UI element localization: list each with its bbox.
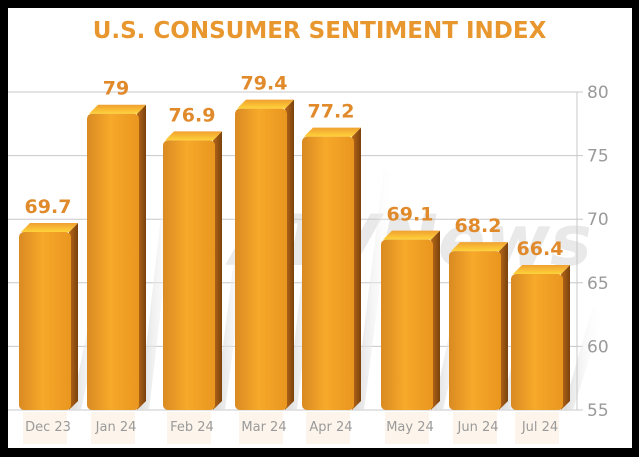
bar <box>235 99 294 411</box>
bar-side <box>431 230 440 410</box>
bar-reflection <box>23 412 67 444</box>
data-label: 79.4 <box>241 73 288 95</box>
bar-top <box>89 104 146 114</box>
bar <box>449 242 508 410</box>
x-tick-label: Jun 24 <box>457 420 499 435</box>
bar-top <box>513 264 570 274</box>
bar-front <box>381 239 433 410</box>
bar <box>163 131 222 410</box>
y-tick-label: 55 <box>587 401 609 421</box>
y-tick-label: 65 <box>587 274 609 294</box>
bar-side <box>352 127 361 410</box>
bar-front <box>449 251 501 410</box>
bar-reflection <box>515 412 559 444</box>
bar-reflection <box>167 412 211 444</box>
bar-top <box>304 127 361 137</box>
bar-front <box>19 232 71 410</box>
bar-side <box>499 242 508 410</box>
data-label: 79 <box>103 78 129 100</box>
bar-top <box>165 131 222 141</box>
x-tick-label: Feb 24 <box>170 420 214 435</box>
bar-shadow <box>563 304 603 410</box>
x-tick-label: Mar 24 <box>241 420 286 435</box>
y-tick-label: 80 <box>587 83 609 103</box>
bar-front <box>87 113 139 410</box>
bar <box>87 104 146 410</box>
bar <box>511 264 570 410</box>
bar-reflection <box>91 412 135 444</box>
x-axis: Dec 23 Jan 24 Feb 24 Mar 24 Apr 24 May 24 Jun … <box>25 420 558 435</box>
y-axis: 55 60 65 70 75 80 <box>576 83 609 421</box>
bar-reflection <box>239 412 283 444</box>
x-tick-label: Apr 24 <box>309 420 352 435</box>
data-label: 68.2 <box>455 215 502 237</box>
bar-front <box>163 140 215 410</box>
y-tick-label: 75 <box>587 147 609 167</box>
bar-shadow <box>354 167 394 410</box>
bar-side <box>285 99 294 410</box>
data-label: 69.7 <box>25 196 72 218</box>
x-tick-label: Dec 23 <box>25 420 71 435</box>
bar <box>302 127 361 410</box>
data-label: 77.2 <box>308 101 355 123</box>
x-tick-label: Jul 24 <box>521 420 558 435</box>
bars <box>19 99 570 411</box>
bar-side <box>137 104 146 410</box>
bar-front <box>511 273 563 410</box>
bar-reflection <box>306 412 350 444</box>
bar-top <box>451 242 508 252</box>
x-tick-label: Jan 24 <box>95 420 137 435</box>
bar-reflection <box>385 412 429 444</box>
bar-top <box>383 230 440 240</box>
y-tick-label: 70 <box>587 210 609 230</box>
data-label: 69.1 <box>387 204 434 226</box>
x-tick-label: May 24 <box>386 420 434 435</box>
data-labels: 69.7 79 76.9 79.4 77.2 69.1 68.2 66.4 <box>25 73 564 260</box>
chart-title: U.S. CONSUMER SENTIMENT INDEX <box>92 18 547 44</box>
bar <box>19 223 78 410</box>
bar-top <box>21 223 78 233</box>
bar-reflection <box>453 412 497 444</box>
y-tick-label: 60 <box>587 337 609 357</box>
bar-side <box>213 131 222 410</box>
bar <box>381 230 440 410</box>
data-label: 66.4 <box>517 238 564 260</box>
bar-front <box>302 136 354 410</box>
data-label: 76.9 <box>169 104 216 126</box>
bar-top <box>237 99 294 109</box>
bar-front <box>235 108 287 411</box>
bar-side <box>69 223 78 410</box>
bar-side <box>561 264 570 410</box>
